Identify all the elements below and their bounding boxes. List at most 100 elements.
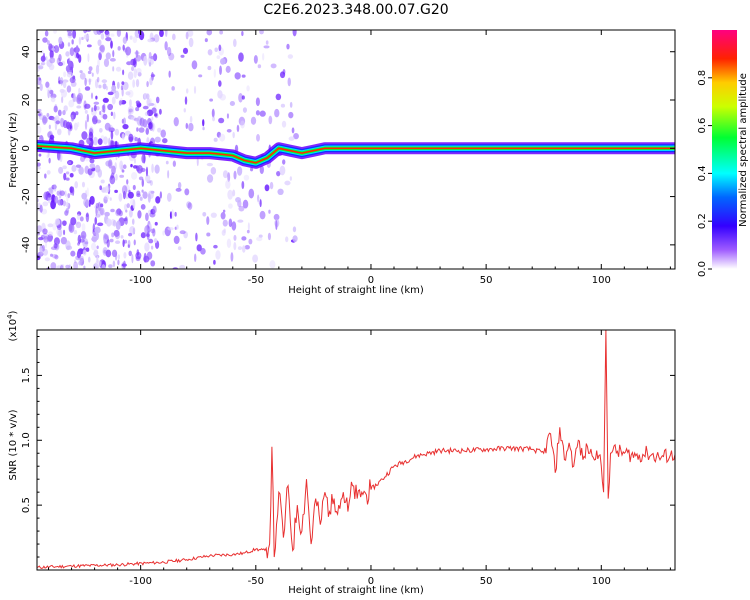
noise-speckle <box>89 195 95 205</box>
noise-speckle <box>213 137 218 142</box>
noise-speckle <box>145 166 149 177</box>
noise-speckle <box>107 103 114 111</box>
noise-speckle <box>187 202 193 210</box>
noise-speckle <box>186 30 194 37</box>
noise-speckle <box>280 103 286 108</box>
noise-speckle <box>90 242 97 251</box>
noise-speckle <box>143 55 148 66</box>
noise-speckle <box>138 176 144 181</box>
noise-speckle <box>93 136 98 146</box>
x-tick-label: -50 <box>248 576 264 587</box>
noise-speckle <box>67 32 73 37</box>
noise-speckle <box>51 47 56 51</box>
noise-speckle <box>248 188 255 199</box>
noise-speckle <box>84 109 88 114</box>
noise-speckle <box>50 246 58 251</box>
noise-speckle <box>255 97 260 107</box>
x-tick-label: -100 <box>129 576 152 587</box>
noise-speckle <box>189 115 193 123</box>
noise-speckle <box>62 81 67 89</box>
noise-speckle <box>174 211 177 217</box>
noise-speckle <box>191 60 198 70</box>
noise-speckle <box>281 120 287 128</box>
noise-speckle <box>121 118 124 124</box>
noise-speckle <box>228 218 233 228</box>
noise-speckle <box>160 129 167 138</box>
noise-speckle <box>270 63 277 69</box>
noise-speckle <box>206 174 214 183</box>
noise-speckle <box>227 189 233 200</box>
noise-speckle <box>127 71 134 80</box>
noise-speckle <box>57 231 61 237</box>
noise-speckle <box>105 52 111 60</box>
spectrogram-ridge <box>37 139 675 169</box>
noise-speckle <box>118 192 123 202</box>
noise-speckle <box>185 88 189 94</box>
noise-speckle <box>237 246 243 251</box>
noise-speckle <box>148 122 153 130</box>
noise-speckle <box>293 132 299 140</box>
noise-speckle <box>173 235 180 245</box>
noise-speckle <box>241 180 245 190</box>
noise-speckle <box>99 185 102 191</box>
noise-speckle <box>96 245 99 250</box>
noise-speckle <box>75 45 79 55</box>
noise-speckle <box>257 194 260 203</box>
noise-speckle <box>60 76 64 86</box>
noise-speckle <box>56 228 63 236</box>
noise-speckle <box>154 164 160 174</box>
noise-speckle <box>87 53 90 63</box>
noise-speckle <box>141 189 144 193</box>
noise-speckle <box>40 50 44 54</box>
noise-speckle <box>67 193 71 199</box>
noise-speckle <box>147 38 153 43</box>
x-tick-label: -100 <box>129 275 152 286</box>
snr-x-label: Height of straight line (km) <box>288 585 424 596</box>
noise-speckle <box>121 169 125 173</box>
noise-speckle <box>65 51 70 57</box>
noise-speckle <box>111 84 117 91</box>
noise-speckle <box>152 205 157 214</box>
noise-speckle <box>105 249 112 258</box>
noise-speckle <box>65 264 70 269</box>
y-tick-label: 1.0 <box>21 432 32 448</box>
noise-speckle <box>128 133 134 143</box>
x-tick-label: 0 <box>368 576 374 587</box>
noise-speckle <box>125 46 132 56</box>
noise-speckle <box>85 247 90 252</box>
noise-speckle <box>85 212 90 223</box>
noise-speckle <box>216 55 221 60</box>
noise-speckle <box>99 203 104 208</box>
noise-speckle <box>115 66 122 72</box>
noise-speckle <box>93 251 99 256</box>
noise-speckle <box>130 163 133 168</box>
noise-speckle <box>142 105 149 110</box>
noise-speckle <box>150 245 154 250</box>
noise-speckle <box>120 85 124 91</box>
noise-speckle <box>108 159 113 169</box>
noise-speckle <box>135 100 140 105</box>
noise-speckle <box>49 134 55 140</box>
noise-speckle <box>117 259 120 266</box>
x-tick-label: 100 <box>592 576 611 587</box>
noise-speckle <box>99 110 102 116</box>
noise-speckle <box>273 213 280 221</box>
noise-speckle <box>124 216 128 225</box>
noise-speckle <box>101 104 105 110</box>
noise-speckle <box>222 209 226 213</box>
noise-speckle <box>83 265 86 269</box>
noise-speckle <box>83 34 90 40</box>
noise-speckle <box>112 260 116 268</box>
noise-speckle <box>81 131 88 140</box>
noise-speckle <box>95 106 100 111</box>
noise-speckle <box>98 52 102 61</box>
noise-speckle <box>57 199 63 206</box>
noise-speckle <box>88 199 91 208</box>
noise-speckle <box>103 58 110 68</box>
noise-speckle <box>204 38 208 43</box>
noise-speckle <box>54 254 59 260</box>
noise-speckle <box>88 66 93 72</box>
noise-speckle <box>241 31 244 37</box>
noise-speckle <box>114 90 120 100</box>
snr-series <box>37 330 675 570</box>
